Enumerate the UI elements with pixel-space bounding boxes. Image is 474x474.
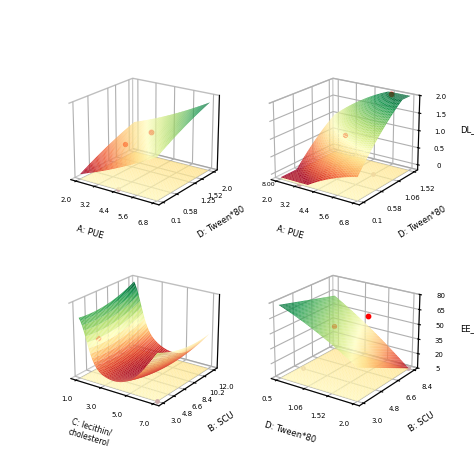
X-axis label: A: PUE: A: PUE xyxy=(276,224,305,240)
X-axis label: C: lecithin/
cholesterol: C: lecithin/ cholesterol xyxy=(67,417,113,448)
Y-axis label: B: SCU: B: SCU xyxy=(207,410,236,433)
Y-axis label: D: Tween*80: D: Tween*80 xyxy=(397,205,447,240)
Y-axis label: B: SCU: B: SCU xyxy=(408,410,437,433)
X-axis label: D: Tween*80: D: Tween*80 xyxy=(264,420,317,445)
Y-axis label: D: Tween*80: D: Tween*80 xyxy=(197,205,247,240)
Text: 8.00: 8.00 xyxy=(262,182,275,187)
X-axis label: A: PUE: A: PUE xyxy=(75,224,104,240)
